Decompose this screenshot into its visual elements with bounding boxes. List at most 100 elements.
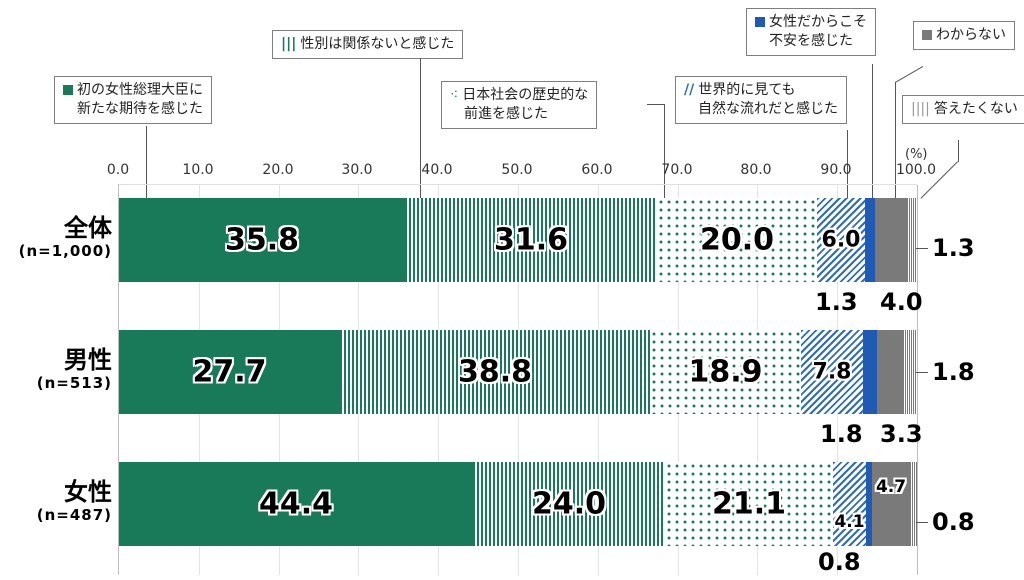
- leader-line: [146, 126, 147, 214]
- bar-segment: [875, 198, 907, 282]
- bar-segment: 35.8: [119, 198, 405, 282]
- legend-text: 答えたくない: [933, 101, 1018, 117]
- bar-segment: 4.7: [872, 462, 910, 546]
- value-label: 21.1: [711, 486, 787, 522]
- value-label: 7.8: [812, 359, 852, 385]
- value-label: 0.8: [932, 508, 975, 536]
- value-label: 1.3: [815, 288, 858, 316]
- bar-segment: 18.9: [650, 330, 801, 414]
- value-label: 35.8: [224, 222, 300, 258]
- leader-line: [895, 66, 924, 83]
- x-tick: 30.0: [341, 162, 373, 178]
- legend-text: 新たな期待を感じた: [77, 101, 203, 117]
- value-label: 3.3: [880, 420, 923, 448]
- leader-line: [420, 58, 421, 214]
- bar-male: 27.7 38.8 18.9 7.8: [119, 330, 917, 414]
- value-label: 1.8: [932, 358, 975, 386]
- category-label: 男性: [64, 346, 112, 374]
- legend-historic-progress: ⁖ 日本社会の歴史的な 前進を感じた: [441, 81, 598, 129]
- bar-segment: [866, 462, 872, 546]
- solid-gray-swatch-icon: [922, 30, 932, 40]
- bar-segment: [877, 330, 903, 414]
- x-tick: 70.0: [661, 162, 693, 178]
- legend-text: わからない: [936, 27, 1006, 43]
- legend-natural-flow: //世界的に見ても 自然な流れだと感じた: [675, 76, 847, 124]
- legend-text: 不安を感じた: [769, 33, 853, 49]
- x-tick: 50.0: [501, 162, 533, 178]
- legend-dont-know: わからない: [913, 21, 1015, 50]
- bar-segment: 20.0: [657, 198, 817, 282]
- sample-size: (n=513): [36, 374, 112, 392]
- legend-new-expectation: 初の女性総理大臣に 新たな期待を感じた: [54, 76, 212, 124]
- legend-text: 自然な流れだと感じた: [698, 101, 838, 117]
- category-label: 女性: [64, 478, 112, 506]
- bar-segment: [863, 330, 877, 414]
- bar-total: 35.8 31.6 20.0 6.0: [119, 198, 917, 282]
- bar-segment: 4.1: [833, 462, 866, 546]
- x-tick: 20.0: [262, 162, 294, 178]
- category-label: 全体: [64, 214, 112, 242]
- bar-female: 44.4 24.0 21.1 4.1 4.7: [119, 462, 917, 546]
- leader-line: [958, 140, 959, 162]
- bar-segment: [865, 198, 875, 282]
- legend-text: 初の女性総理大臣に: [77, 82, 203, 98]
- value-label: 24.0: [531, 486, 607, 522]
- leader-line: [916, 522, 928, 523]
- bar-segment: 7.8: [801, 330, 863, 414]
- diagonal-stripe-swatch-icon: //: [684, 82, 695, 98]
- bar-segment: 38.8: [340, 330, 650, 414]
- x-tick: 100.0: [895, 162, 937, 178]
- bar-segment: 21.1: [665, 462, 833, 546]
- x-tick: 10.0: [182, 162, 214, 178]
- value-label: 4.0: [880, 288, 923, 316]
- sample-size: (n=1,000): [18, 242, 112, 260]
- dots-swatch-icon: ⁖: [450, 87, 459, 103]
- row-label-female: 女性 (n=487): [37, 478, 112, 524]
- value-label: 6.0: [821, 227, 861, 253]
- value-label: 38.8: [457, 354, 533, 390]
- vertical-stripe-swatch-icon: |||: [281, 36, 297, 52]
- row-label-male: 男性 (n=513): [37, 346, 112, 392]
- unit-label: (%): [905, 147, 928, 162]
- bar-segment: 31.6: [405, 198, 657, 282]
- value-label: 18.9: [688, 354, 763, 390]
- leader-line: [916, 372, 928, 373]
- value-label: 0.8: [818, 548, 861, 576]
- value-label: 20.0: [699, 222, 775, 258]
- value-label: 1.8: [820, 420, 863, 448]
- legend-anxious-because-female: 女性だからこそ 不安を感じた: [746, 8, 876, 56]
- bar-segment: 6.0: [817, 198, 865, 282]
- value-label: 4.7: [875, 477, 907, 498]
- leader-line: [872, 64, 873, 214]
- legend-prefer-not-answer: |||| 答えたくない: [902, 95, 1024, 124]
- bar-segment: [907, 198, 917, 282]
- legend-gender-irrelevant: ||| 性別は関係ないと感じた: [272, 30, 464, 59]
- row-label-total: 全体 (n=1,000): [19, 214, 112, 260]
- x-tick: 0.0: [106, 162, 130, 178]
- sample-size: (n=487): [36, 506, 112, 524]
- legend-text: 前進を感じた: [464, 106, 548, 122]
- solid-green-swatch-icon: [63, 85, 73, 95]
- x-tick: 60.0: [581, 162, 613, 178]
- legend-text: 日本社会の歴史的な: [462, 87, 589, 103]
- solid-blue-swatch-icon: [755, 17, 765, 27]
- gray-stripe-swatch-icon: ||||: [911, 101, 930, 117]
- leader-line: [647, 104, 664, 105]
- value-label: 27.7: [192, 354, 267, 390]
- x-tick: 40.0: [421, 162, 453, 178]
- bar-segment: 24.0: [473, 462, 665, 546]
- bar-segment: 44.4: [119, 462, 473, 546]
- leader-line: [895, 82, 896, 214]
- leader-line: [847, 130, 848, 214]
- value-label: 31.6: [493, 222, 569, 258]
- x-tick: 90.0: [820, 162, 852, 178]
- x-tick: 80.0: [740, 162, 772, 178]
- value-label: 4.1: [834, 512, 865, 533]
- value-label: 44.4: [258, 486, 334, 522]
- leader-line: [664, 104, 665, 214]
- bar-segment: 27.7: [119, 330, 340, 414]
- legend-text: 世界的に見ても: [698, 82, 796, 98]
- gridline: [917, 185, 918, 575]
- leader-line: [916, 248, 928, 249]
- value-label: 1.3: [932, 234, 975, 262]
